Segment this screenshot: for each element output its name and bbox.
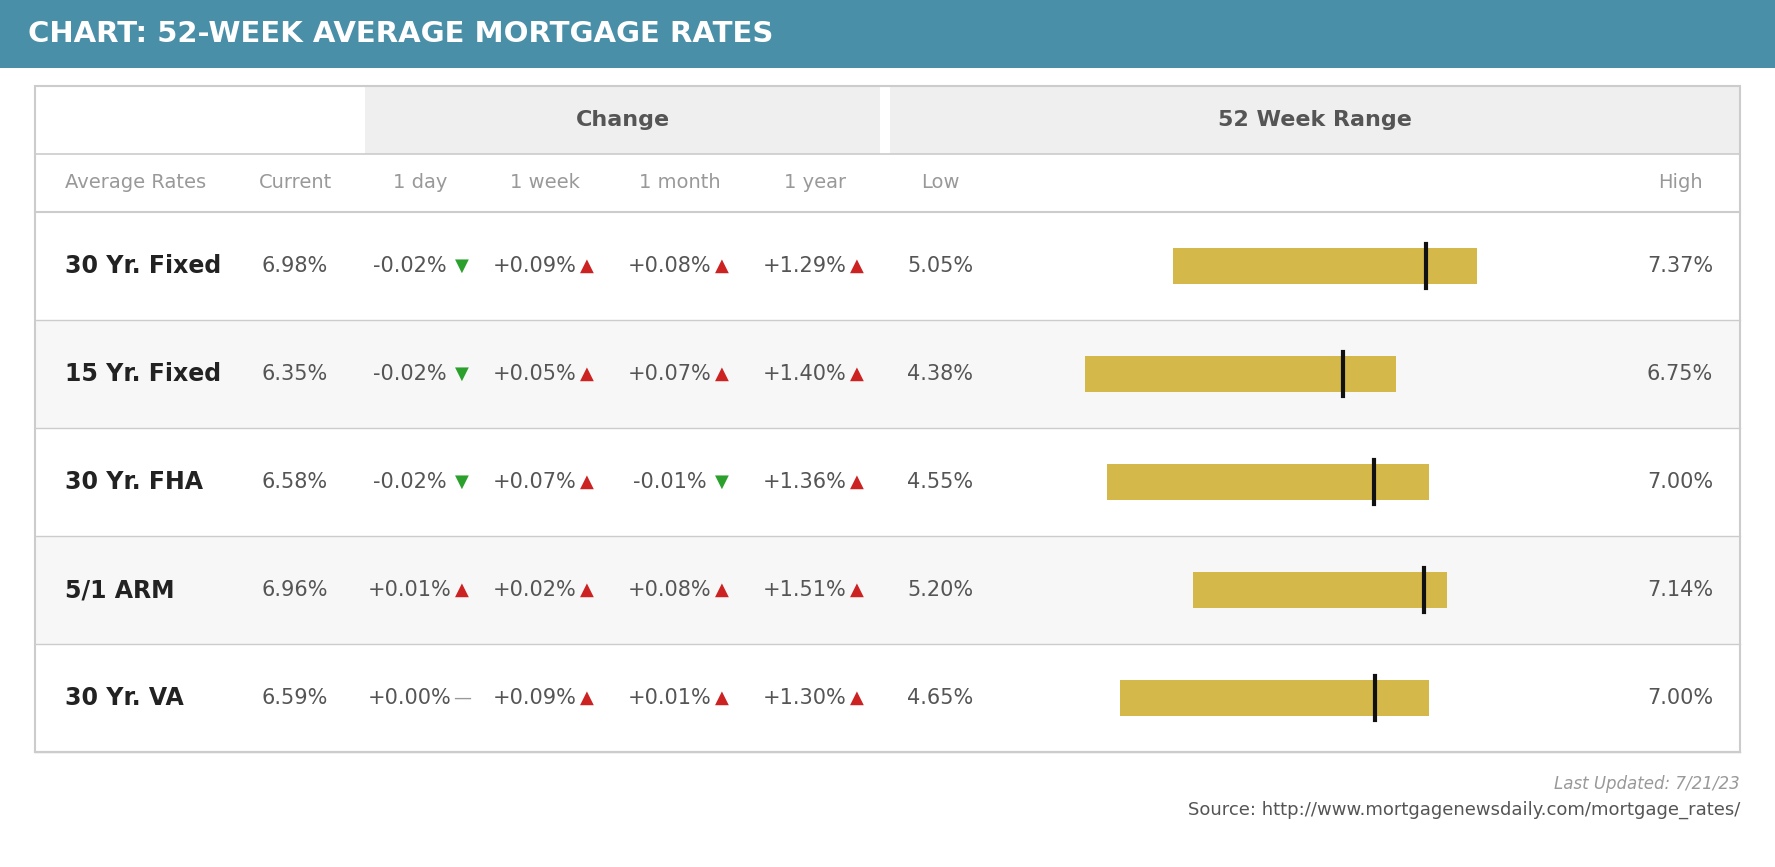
FancyBboxPatch shape	[36, 536, 1740, 644]
Text: 30 Yr. FHA: 30 Yr. FHA	[66, 470, 202, 494]
Text: 1 month: 1 month	[639, 173, 721, 192]
Text: ▲: ▲	[580, 365, 595, 383]
Text: +1.36%: +1.36%	[763, 472, 847, 492]
Text: 7.14%: 7.14%	[1647, 580, 1713, 600]
FancyBboxPatch shape	[36, 428, 1740, 536]
Text: -0.02%: -0.02%	[373, 472, 447, 492]
Text: +1.29%: +1.29%	[763, 256, 847, 276]
Text: 30 Yr. VA: 30 Yr. VA	[66, 686, 185, 710]
Text: Source: http://www.mortgagenewsdaily.com/mortgage_rates/: Source: http://www.mortgagenewsdaily.com…	[1187, 801, 1740, 819]
Text: ▲: ▲	[850, 365, 864, 383]
Text: ▲: ▲	[850, 473, 864, 491]
FancyBboxPatch shape	[889, 86, 1740, 154]
FancyBboxPatch shape	[0, 0, 1775, 68]
Text: 6.96%: 6.96%	[261, 580, 328, 600]
Text: ▲: ▲	[580, 473, 595, 491]
Text: 1 day: 1 day	[392, 173, 447, 192]
Text: 5.20%: 5.20%	[907, 580, 973, 600]
Text: 1 year: 1 year	[785, 173, 847, 192]
Text: +0.08%: +0.08%	[628, 256, 712, 276]
Text: ▼: ▼	[715, 473, 730, 491]
FancyBboxPatch shape	[366, 86, 880, 154]
Text: +0.02%: +0.02%	[493, 580, 577, 600]
Text: +0.09%: +0.09%	[493, 688, 577, 708]
FancyBboxPatch shape	[36, 644, 1740, 752]
FancyBboxPatch shape	[1120, 681, 1429, 716]
Text: —: —	[453, 689, 470, 707]
Text: 6.75%: 6.75%	[1647, 364, 1713, 384]
Text: Average Rates: Average Rates	[66, 173, 206, 192]
Text: ▼: ▼	[454, 257, 469, 275]
Text: ▲: ▲	[850, 581, 864, 599]
Text: +0.01%: +0.01%	[367, 580, 453, 600]
Text: 4.65%: 4.65%	[907, 688, 973, 708]
Text: ▲: ▲	[454, 581, 469, 599]
Text: ▲: ▲	[580, 689, 595, 707]
FancyBboxPatch shape	[1193, 572, 1447, 608]
Text: +0.05%: +0.05%	[493, 364, 577, 384]
Text: High: High	[1658, 173, 1702, 192]
FancyBboxPatch shape	[36, 212, 1740, 320]
Text: +0.08%: +0.08%	[628, 580, 712, 600]
FancyBboxPatch shape	[1108, 464, 1429, 499]
Text: -0.01%: -0.01%	[634, 472, 706, 492]
Text: Last Updated: 7/21/23: Last Updated: 7/21/23	[1555, 775, 1740, 793]
Text: +0.07%: +0.07%	[628, 364, 712, 384]
Text: 30 Yr. Fixed: 30 Yr. Fixed	[66, 254, 222, 278]
Text: +0.00%: +0.00%	[367, 688, 453, 708]
Text: ▼: ▼	[454, 365, 469, 383]
FancyBboxPatch shape	[1173, 248, 1477, 284]
Text: 4.38%: 4.38%	[907, 364, 973, 384]
Text: +0.07%: +0.07%	[493, 472, 577, 492]
Text: 6.98%: 6.98%	[263, 256, 328, 276]
Text: 6.35%: 6.35%	[263, 364, 328, 384]
Text: Change: Change	[575, 110, 669, 130]
Text: 7.37%: 7.37%	[1647, 256, 1713, 276]
Text: ▲: ▲	[715, 257, 730, 275]
Text: +1.30%: +1.30%	[763, 688, 847, 708]
Text: +1.40%: +1.40%	[763, 364, 847, 384]
Text: 4.55%: 4.55%	[907, 472, 973, 492]
Text: CHART: 52-WEEK AVERAGE MORTGAGE RATES: CHART: 52-WEEK AVERAGE MORTGAGE RATES	[28, 20, 774, 48]
Text: 52 Week Range: 52 Week Range	[1218, 110, 1411, 130]
Text: 15 Yr. Fixed: 15 Yr. Fixed	[66, 362, 222, 386]
Text: ▲: ▲	[850, 257, 864, 275]
Text: ▲: ▲	[580, 257, 595, 275]
Text: +1.51%: +1.51%	[763, 580, 847, 600]
Text: -0.02%: -0.02%	[373, 364, 447, 384]
Text: ▲: ▲	[715, 365, 730, 383]
Text: ▲: ▲	[715, 689, 730, 707]
FancyBboxPatch shape	[36, 320, 1740, 428]
Text: 5.05%: 5.05%	[907, 256, 973, 276]
FancyBboxPatch shape	[1085, 356, 1395, 392]
Text: +0.01%: +0.01%	[628, 688, 712, 708]
Text: ▲: ▲	[850, 689, 864, 707]
Text: 6.58%: 6.58%	[263, 472, 328, 492]
Text: 1 week: 1 week	[509, 173, 580, 192]
Text: 7.00%: 7.00%	[1647, 688, 1713, 708]
Text: +0.09%: +0.09%	[493, 256, 577, 276]
Text: Current: Current	[259, 173, 332, 192]
Text: ▼: ▼	[454, 473, 469, 491]
Text: 5/1 ARM: 5/1 ARM	[66, 578, 174, 602]
Text: Low: Low	[921, 173, 958, 192]
Text: 6.59%: 6.59%	[263, 688, 328, 708]
Text: 7.00%: 7.00%	[1647, 472, 1713, 492]
Text: ▲: ▲	[580, 581, 595, 599]
Text: -0.02%: -0.02%	[373, 256, 447, 276]
Text: ▲: ▲	[715, 581, 730, 599]
